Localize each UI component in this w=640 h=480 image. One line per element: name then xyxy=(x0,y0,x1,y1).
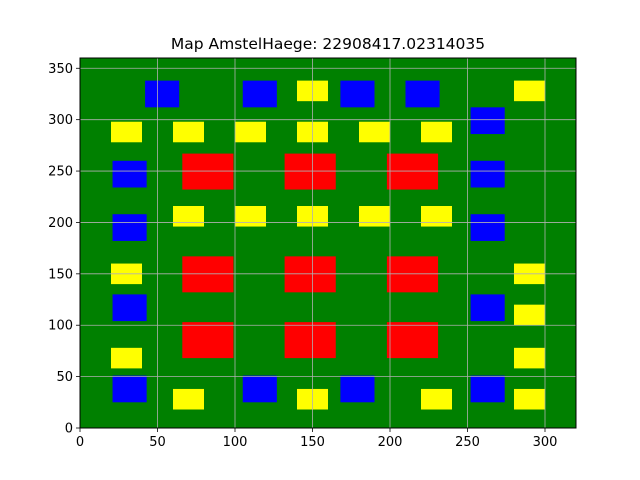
water-rect xyxy=(112,214,147,241)
large-house-rect xyxy=(182,322,234,359)
water-rect xyxy=(340,375,375,403)
y-tick-label: 200 xyxy=(48,216,73,231)
water-rect xyxy=(242,80,277,108)
water-rect xyxy=(470,107,505,135)
x-tick-label: 0 xyxy=(76,435,84,450)
water-rect xyxy=(145,80,180,108)
y-tick-label: 150 xyxy=(48,267,73,282)
y-tick-label: 50 xyxy=(56,370,73,385)
map-rectangles xyxy=(111,80,545,410)
water-rect xyxy=(470,375,505,403)
water-rect xyxy=(242,375,277,403)
x-tick-label: 150 xyxy=(300,435,325,450)
small-house-rect xyxy=(514,388,545,410)
large-house-rect xyxy=(386,153,439,190)
large-house-rect xyxy=(182,153,234,190)
x-tick-label: 300 xyxy=(533,435,558,450)
y-tick-label: 300 xyxy=(48,113,73,128)
small-house-rect xyxy=(421,206,452,227)
water-rect xyxy=(340,80,375,108)
water-rect xyxy=(112,294,147,322)
y-tick-label: 350 xyxy=(48,62,73,77)
water-rect xyxy=(470,160,505,188)
x-tick-label: 250 xyxy=(455,435,480,450)
large-house-rect xyxy=(284,256,336,293)
y-tick-label: 0 xyxy=(65,422,73,437)
small-house-rect xyxy=(235,206,266,227)
water-rect xyxy=(470,214,505,241)
small-house-rect xyxy=(514,80,545,102)
small-house-rect xyxy=(514,347,545,369)
y-tick-label: 100 xyxy=(48,319,73,334)
water-rect xyxy=(470,294,505,322)
x-tick-label: 200 xyxy=(378,435,403,450)
axis-ticks: 0 50 100 150 200 250 300 0 50 100 150 200 250 300 350 xyxy=(48,62,557,450)
x-tick-label: 100 xyxy=(223,435,248,450)
small-house-rect xyxy=(421,121,452,143)
large-house-rect xyxy=(284,322,336,359)
small-house-rect xyxy=(173,206,204,227)
small-house-rect xyxy=(421,388,452,410)
small-house-rect xyxy=(235,121,266,143)
y-tick-label: 250 xyxy=(48,165,73,180)
small-house-rect xyxy=(359,206,390,227)
large-house-rect xyxy=(284,153,336,190)
large-house-rect xyxy=(182,256,234,293)
chart-title: Map AmstelHaege: 22908417.02314035 xyxy=(171,35,485,53)
plot-frame xyxy=(79,57,577,429)
small-house-rect xyxy=(359,121,390,143)
water-rect xyxy=(112,375,147,403)
small-house-rect xyxy=(111,121,142,143)
small-house-rect xyxy=(173,388,204,410)
water-rect xyxy=(405,80,440,108)
large-house-rect xyxy=(386,256,439,293)
water-rect xyxy=(112,160,147,188)
x-tick-label: 50 xyxy=(149,435,166,450)
small-house-rect xyxy=(111,347,142,369)
small-house-rect xyxy=(173,121,204,143)
large-house-rect xyxy=(386,322,439,359)
small-house-rect xyxy=(514,304,545,326)
